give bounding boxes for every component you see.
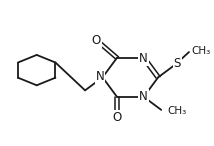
Text: CH₃: CH₃ <box>167 106 186 116</box>
Text: S: S <box>174 57 181 70</box>
Text: N: N <box>139 52 148 65</box>
Text: O: O <box>91 34 101 47</box>
Text: O: O <box>112 111 122 124</box>
Text: N: N <box>139 90 148 103</box>
Text: N: N <box>96 70 104 83</box>
Text: CH₃: CH₃ <box>191 46 210 56</box>
